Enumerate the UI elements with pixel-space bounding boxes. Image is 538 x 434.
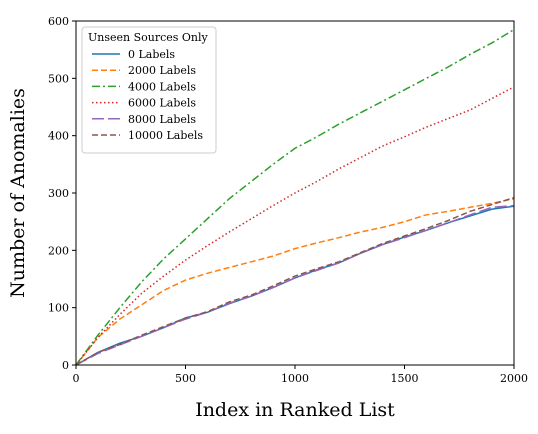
y-tick-label: 200 [48, 244, 69, 257]
y-tick-label: 100 [48, 302, 69, 315]
legend-label-0: 0 Labels [128, 48, 175, 61]
x-tick-label: 1000 [281, 372, 309, 385]
y-tick-label: 300 [48, 187, 69, 200]
legend: Unseen Sources Only 0 Labels 2000 Labels 40… [81, 26, 217, 154]
x-tick-label: 0 [73, 372, 80, 385]
plot-lines [75, 28, 515, 366]
x-tick-label: 2000 [500, 372, 528, 385]
y-axis-label: Number of Anomalies [7, 88, 29, 298]
legend-label-1: 2000 Labels [128, 64, 196, 77]
y-tick-label: 600 [48, 15, 69, 28]
x-axis-label: Index in Ranked List [195, 399, 395, 421]
legend-box [81, 26, 217, 154]
legend-label-3: 6000 Labels [128, 97, 196, 110]
legend-label-4: 8000 Labels [128, 113, 196, 126]
legend-title: Unseen Sources Only [88, 31, 209, 44]
legend-label-5: 10000 Labels [128, 129, 203, 142]
legend-label-2: 4000 Labels [128, 80, 196, 93]
y-tick-label: 500 [48, 72, 69, 85]
series-line-3 [75, 86, 515, 366]
series-line-5 [75, 196, 515, 366]
x-tick-label: 1500 [391, 372, 419, 385]
x-tick-label: 500 [175, 372, 196, 385]
series-line-1 [75, 197, 515, 366]
axis-ticks: 0 500 1000 1500 2000 0 100 200 300 400 500 600 [48, 15, 528, 385]
y-tick-label: 0 [62, 359, 69, 372]
series-line-4 [75, 204, 515, 366]
series-line-2 [75, 28, 515, 366]
y-tick-label: 400 [48, 130, 69, 143]
